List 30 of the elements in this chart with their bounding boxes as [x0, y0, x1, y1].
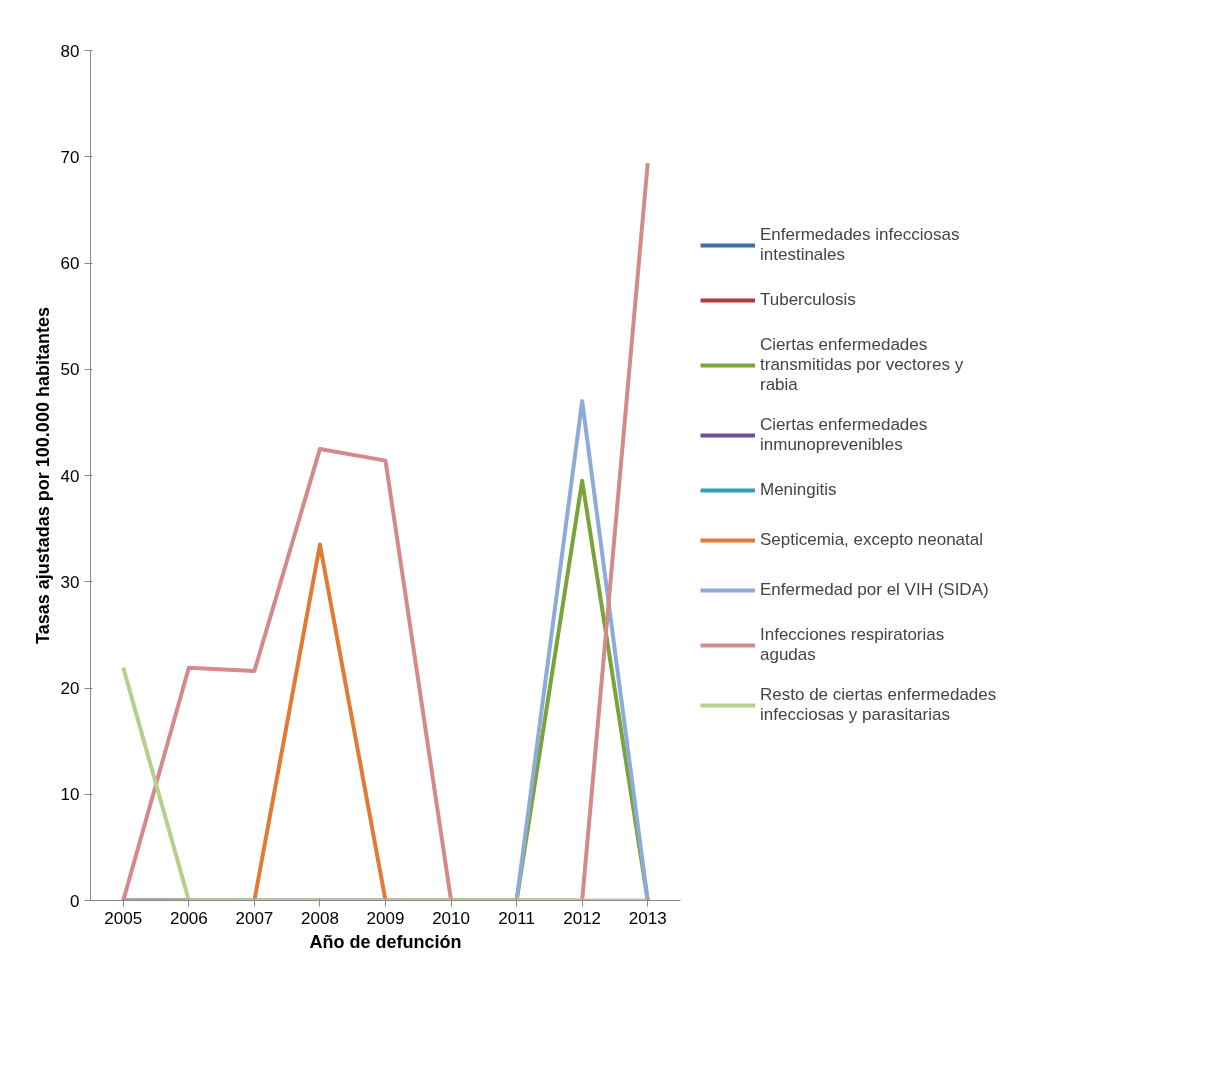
- y-tick-label: 60: [60, 254, 80, 273]
- y-axis-title: Tasas ajustadas por 100.000 habitantes: [32, 307, 53, 644]
- legend-label: Meningitis: [760, 479, 837, 501]
- y-tick-label: 40: [60, 466, 80, 486]
- x-tick-label: 2009: [366, 908, 405, 928]
- legend-label: Septicemia, excepto neonatal: [760, 529, 984, 551]
- x-tick-label: 2008: [301, 908, 339, 928]
- x-tick-label: 2005: [104, 908, 143, 928]
- legend-label: Enfermedad por el VIH (SIDA): [760, 579, 989, 601]
- legend-label: Infecciones respiratorias agudas: [760, 625, 945, 665]
- x-tick-label: 2006: [169, 908, 208, 928]
- y-tick-label: 50: [60, 360, 80, 380]
- y-tick-label: 20: [60, 679, 80, 698]
- y-tick-label: 80: [60, 41, 80, 61]
- x-axis-title: Año de defunción: [309, 931, 462, 952]
- y-tick-label: 70: [60, 147, 80, 167]
- y-tick-label: 10: [60, 785, 80, 805]
- y-tick-label: 30: [60, 572, 80, 592]
- y-tick-label: 0: [70, 891, 80, 911]
- x-tick-label: 2013: [628, 908, 667, 928]
- x-tick-label: 2007: [235, 908, 274, 928]
- legend-label: Ciertas enfermedades transmitidas por vectores y rabia: [760, 335, 964, 395]
- legend-label: Resto de ciertas enfermedades infecciosas y parasitarias: [760, 685, 997, 725]
- x-tick-label: 2010: [432, 908, 470, 928]
- legend-label: Ciertas enfermedades inmunoprevenibles: [760, 415, 928, 455]
- legend-label: Enfermedades infecciosas intestinales: [760, 225, 960, 265]
- x-tick-label: 2012: [563, 908, 602, 928]
- line-series: [121, 161, 650, 901]
- legend-label: Tuberculosis: [760, 289, 856, 311]
- x-tick-label: 2011: [498, 908, 535, 928]
